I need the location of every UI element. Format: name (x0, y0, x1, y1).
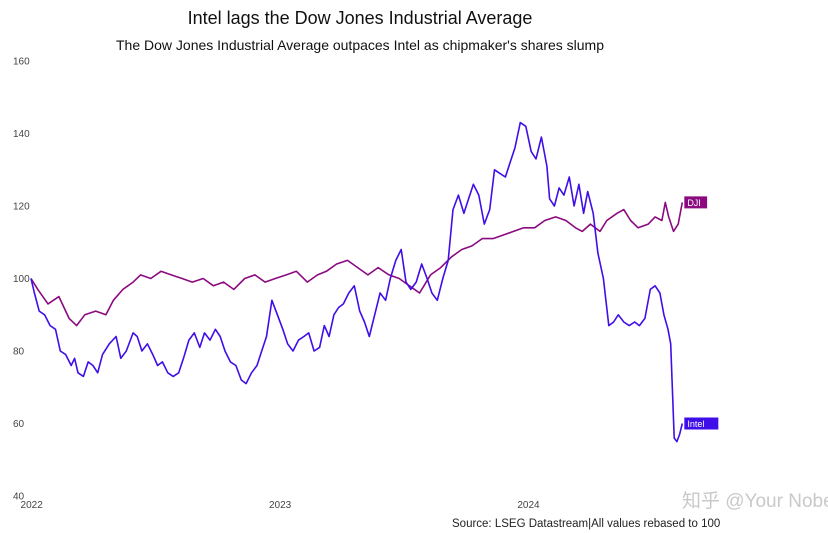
y-tick-label: 120 (13, 202, 30, 213)
y-tick-label: 140 (13, 129, 30, 140)
series-label-dji: DJI (687, 198, 701, 208)
series-label-bg-intel (684, 417, 719, 430)
series-label-bg-dji (684, 196, 708, 209)
series-line-intel (30, 121, 684, 443)
chart-subtitle: The Dow Jones Industrial Average outpace… (116, 37, 604, 53)
x-tick-label: 2024 (517, 500, 540, 511)
watermark: 知乎 @Your Nobel (682, 491, 828, 512)
series-line-dji (30, 201, 684, 327)
y-tick-label: 40 (13, 492, 25, 503)
y-axis: 40 60 80 100 120 140 160 (13, 57, 30, 503)
y-tick-label: 60 (13, 419, 25, 430)
y-tick-label: 80 (13, 347, 25, 358)
y-tick-label: 160 (13, 57, 30, 68)
source-note: Source: LSEG Datastream|All values rebas… (452, 518, 721, 530)
chart-title: Intel lags the Dow Jones Industrial Aver… (187, 8, 533, 28)
series-layer (30, 121, 684, 443)
x-axis: 2022 2023 2024 (21, 500, 541, 511)
x-tick-label: 2023 (269, 500, 292, 511)
series-labels: DJI Intel (684, 196, 719, 430)
y-tick-label: 100 (13, 274, 30, 285)
series-label-intel: Intel (687, 419, 704, 429)
x-tick-label: 2022 (21, 500, 44, 511)
